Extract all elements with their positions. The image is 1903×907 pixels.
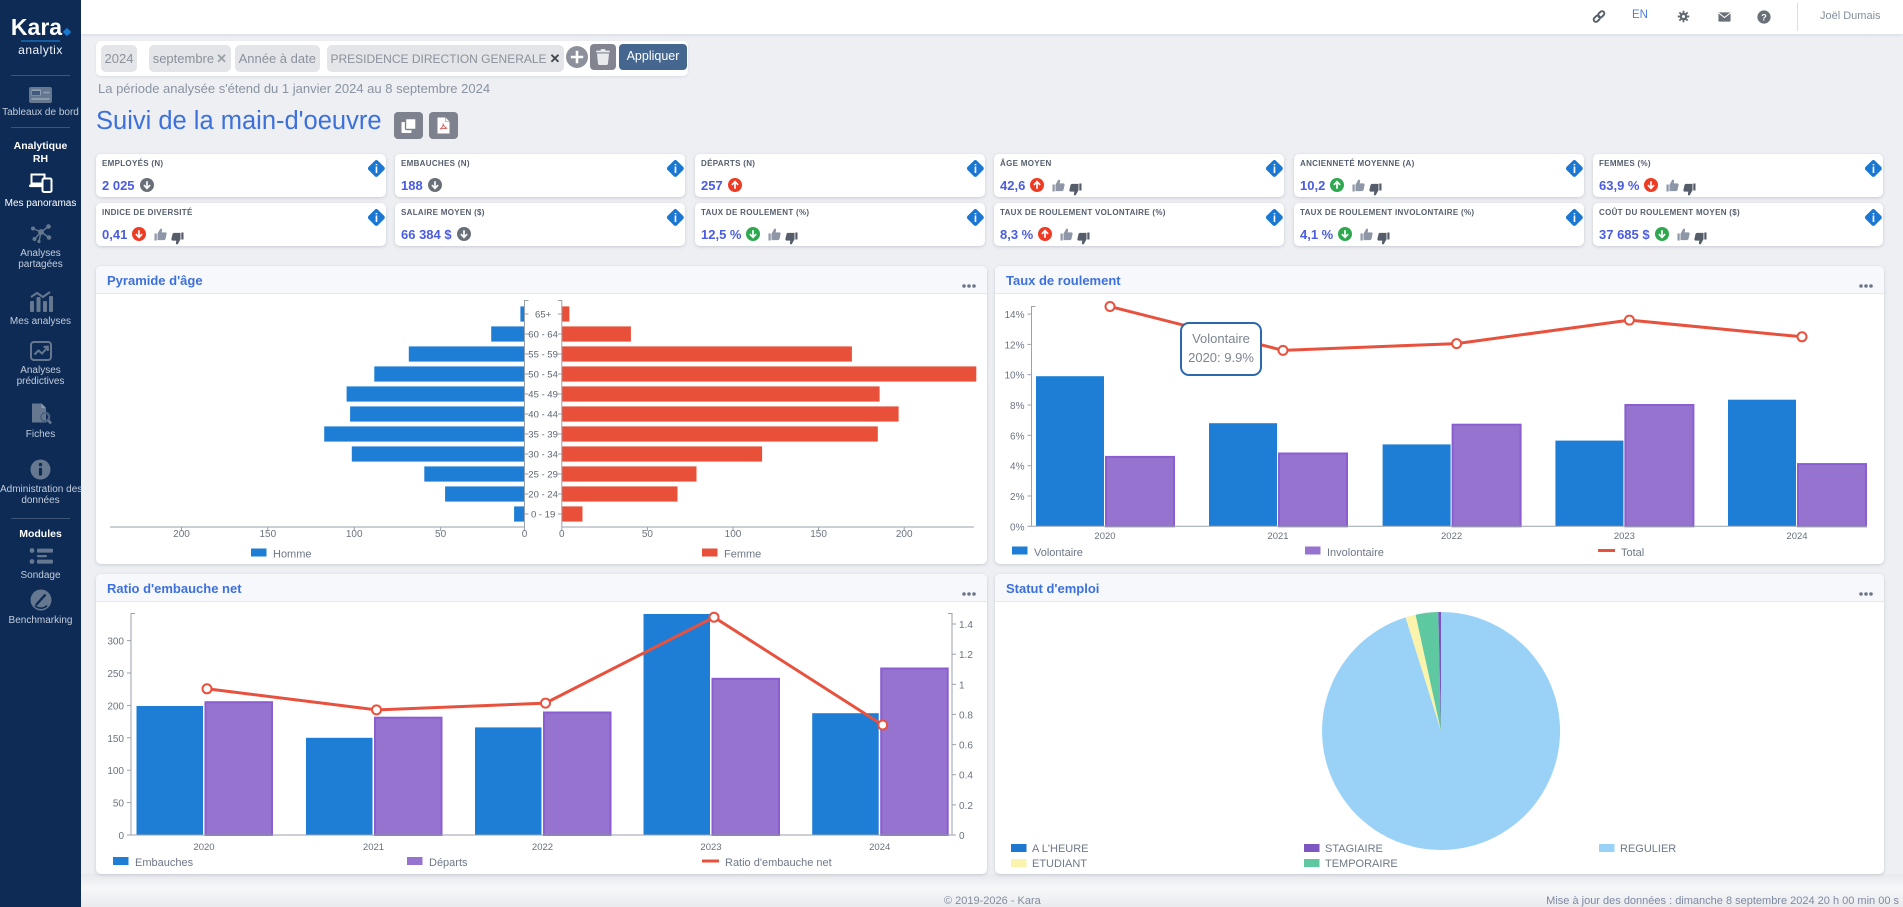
svg-text:8%: 8%: [1010, 401, 1025, 412]
svg-text:45 - 49: 45 - 49: [528, 390, 558, 401]
svg-text:0.6: 0.6: [959, 741, 973, 752]
svg-text:0.4: 0.4: [959, 771, 973, 782]
svg-text:100: 100: [725, 529, 742, 540]
svg-text:TEMPORAIRE: TEMPORAIRE: [1325, 858, 1398, 870]
svg-text:REGULIER: REGULIER: [1620, 843, 1676, 855]
svg-text:1: 1: [959, 680, 965, 691]
svg-text:i: i: [1573, 164, 1576, 176]
svg-text:Homme: Homme: [273, 549, 312, 561]
svg-text:60 - 64: 60 - 64: [528, 330, 558, 341]
svg-text:i: i: [674, 213, 677, 225]
svg-text:i: i: [974, 213, 977, 225]
svg-text:1.2: 1.2: [959, 650, 973, 661]
svg-text:2%: 2%: [1010, 492, 1025, 503]
svg-text:i: i: [1872, 213, 1875, 225]
svg-text:2020: 2020: [193, 842, 214, 853]
svg-text:100: 100: [107, 766, 124, 777]
svg-text:2020: 2020: [1094, 531, 1115, 542]
svg-text:200: 200: [173, 529, 190, 540]
svg-text:0.2: 0.2: [959, 801, 973, 812]
svg-text:0%: 0%: [1010, 522, 1025, 533]
svg-text:50: 50: [642, 529, 654, 540]
svg-text:100: 100: [346, 529, 363, 540]
svg-text:200: 200: [107, 701, 124, 712]
svg-text:50: 50: [435, 529, 447, 540]
svg-text:0 - 19: 0 - 19: [531, 510, 555, 521]
svg-text:2022: 2022: [532, 842, 553, 853]
svg-text:300: 300: [107, 637, 124, 648]
svg-text:i: i: [1273, 213, 1276, 225]
svg-text:2021: 2021: [1267, 531, 1288, 542]
svg-text:i: i: [1573, 213, 1576, 225]
svg-text:Total: Total: [1621, 547, 1644, 559]
svg-text:150: 150: [259, 529, 276, 540]
svg-text:Volontaire: Volontaire: [1192, 331, 1250, 346]
svg-text:10%: 10%: [1004, 371, 1024, 382]
svg-text:0: 0: [959, 831, 965, 842]
svg-text:150: 150: [810, 529, 827, 540]
svg-text:i: i: [375, 164, 378, 176]
svg-text:STAGIAIRE: STAGIAIRE: [1325, 843, 1383, 855]
svg-text:4%: 4%: [1010, 462, 1025, 473]
svg-text:i: i: [1273, 164, 1276, 176]
svg-text:Ratio d'embauche net: Ratio d'embauche net: [725, 857, 832, 869]
svg-text:2023: 2023: [1614, 531, 1635, 542]
svg-text:14%: 14%: [1004, 310, 1024, 321]
svg-text:Volontaire: Volontaire: [1034, 547, 1083, 559]
svg-text:150: 150: [107, 734, 124, 745]
svg-text:Involontaire: Involontaire: [1327, 547, 1384, 559]
svg-text:i: i: [375, 213, 378, 225]
svg-text:i: i: [974, 164, 977, 176]
svg-text:0: 0: [559, 529, 565, 540]
svg-text:Femme: Femme: [724, 549, 761, 561]
svg-text:0: 0: [522, 529, 528, 540]
svg-text:200: 200: [896, 529, 913, 540]
svg-text:65+: 65+: [535, 310, 552, 321]
svg-text:30 - 34: 30 - 34: [528, 450, 558, 461]
svg-text:Départs: Départs: [429, 857, 468, 869]
svg-text:6%: 6%: [1010, 431, 1025, 442]
svg-text:50 - 54: 50 - 54: [528, 370, 558, 381]
svg-text:20 - 24: 20 - 24: [528, 490, 558, 501]
svg-text:35 - 39: 35 - 39: [528, 430, 558, 441]
svg-text:2024: 2024: [1786, 531, 1807, 542]
svg-text:2023: 2023: [700, 842, 721, 853]
svg-text:A L'HEURE: A L'HEURE: [1032, 843, 1089, 855]
svg-text:2024: 2024: [869, 842, 890, 853]
svg-text:i: i: [1872, 164, 1875, 176]
svg-text:0.8: 0.8: [959, 710, 973, 721]
svg-text:?: ?: [1761, 12, 1767, 22]
svg-text:25 - 29: 25 - 29: [528, 470, 558, 481]
svg-text:12%: 12%: [1004, 340, 1024, 351]
svg-text:2022: 2022: [1441, 531, 1462, 542]
svg-text:1.4: 1.4: [959, 620, 973, 631]
svg-text:2021: 2021: [363, 842, 384, 853]
svg-text:40 - 44: 40 - 44: [528, 410, 558, 421]
svg-text:0: 0: [118, 831, 124, 842]
svg-text:ETUDIANT: ETUDIANT: [1032, 858, 1087, 870]
svg-text:50: 50: [113, 799, 125, 810]
svg-text:2020: 9.9%: 2020: 9.9%: [1188, 350, 1254, 365]
svg-text:i: i: [674, 164, 677, 176]
svg-text:Embauches: Embauches: [135, 857, 194, 869]
svg-text:55 - 59: 55 - 59: [528, 350, 558, 361]
svg-text:250: 250: [107, 669, 124, 680]
